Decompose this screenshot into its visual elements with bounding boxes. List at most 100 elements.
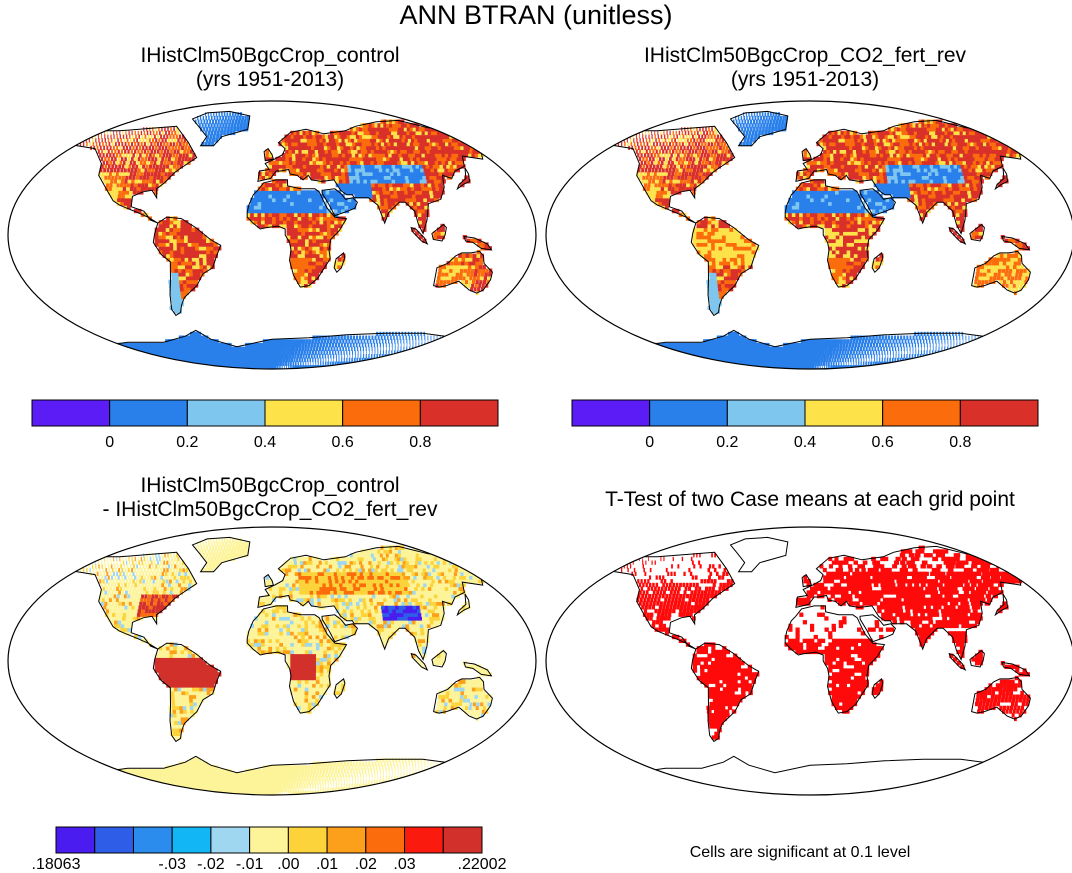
coastline-northAmerica [597,551,736,650]
map-grid-cells [52,538,504,795]
coastline-southAmerica [152,642,222,743]
coastline-britain [263,573,275,588]
coastline-arabia [321,188,358,217]
panel-1-title-line2: (yrs 1951-2013) [195,68,345,91]
colorbar-label: -.03 [158,856,186,873]
colorbar-co2-fert-rev: 0 0.2 0.4 0.6 0.8 [571,399,1039,451]
colorbar-swatch [109,399,188,427]
coastline-arabia [859,614,896,643]
coastline-arabia [321,614,358,643]
figure-title: ANN BTRAN (unitless) [399,0,673,30]
coastline-newGuinea [463,235,493,251]
coastline-newGuinea [463,661,493,677]
colorbar-label: 0.8 [409,434,431,451]
map-frame [7,100,537,370]
colorbar-label: 0 [645,434,654,451]
map-frame [545,100,1072,370]
map-co2-fert-rev [545,100,1072,370]
coastline-britain [801,147,813,162]
coastline-sumatra [948,652,967,671]
colorbar-label: 0.8 [949,434,971,451]
colorbar-label: .22002 [458,856,507,873]
coastline-greenland [729,536,789,573]
colorbar-swatch [132,826,173,854]
colorbar-label: -.01 [236,856,264,873]
colorbar-label: .02 [355,856,377,873]
colorbar-swatch [186,399,266,427]
colorbar-label: 0.6 [332,434,354,451]
colorbar-label: .01 [316,856,338,873]
coastline-borneo [969,649,985,668]
coastline-borneo [431,649,447,668]
colorbar-swatch [326,826,367,854]
coastline-eurasia [795,545,1040,661]
map-grid-cells [590,112,1042,369]
colorbar-swatch [365,826,406,854]
coastline-australia [971,250,1031,294]
map-control [7,100,537,370]
coastline-arabia [859,188,896,217]
coastline-northAmerica [597,125,736,224]
coastline-japan [456,593,471,617]
coastline-africa [246,179,348,288]
colorbar-swatch [249,826,289,854]
colorbar-swatch [210,826,251,854]
map-frame [545,526,1072,796]
panel-2-title: IHistClm50BgcCrop_CO2_fert_rev (yrs 1951… [590,44,1020,92]
coastline-greenland [729,110,789,147]
panel-3-title: IHistClm50BgcCrop_control - IHistClm50Bg… [55,474,485,522]
coastline-britain [263,147,275,162]
map-grid-cells [52,112,504,369]
coastline-japan [994,593,1009,617]
colorbar-swatch [649,399,728,427]
colorbar-swatch [959,399,1039,427]
colorbar-label: .03 [393,856,415,873]
coastline-britain [801,573,813,588]
colorbar-label: .00 [277,856,299,873]
colorbar-swatch [31,399,111,427]
coastline-sumatra [410,226,429,245]
coastline-antarctica [589,755,1022,795]
colorbar-swatch [287,826,328,854]
colorbar-swatch [94,826,134,854]
colorbar-swatch [264,399,344,427]
coastline-japan [456,167,471,191]
colorbar-label: 0 [105,434,114,451]
coastline-madagascar [871,252,884,273]
coastline-greenland [191,536,251,573]
coastline-northAmerica [59,125,198,224]
colorbar-label: 0.2 [716,434,738,451]
panel-1-title: IHistClm50BgcCrop_control (yrs 1951-2013… [55,44,485,92]
coastline-sumatra [410,652,429,671]
colorbar-swatch [419,399,499,427]
coastline-sumatra [948,226,967,245]
coastline-australia [971,676,1031,720]
colorbar-swatch [442,826,483,854]
colorbar-label: 0.6 [872,434,894,451]
panel-3-title-line2: - IHistClm50BgcCrop_CO2_fert_rev [102,498,438,521]
panel-3-title-line1: IHistClm50BgcCrop_control [140,474,400,497]
colorbar-label: 0.2 [176,434,198,451]
coastline-eurasia [795,119,1040,235]
coastline-africa [784,605,886,714]
coastline-southAmerica [152,216,222,317]
colorbar-swatch [882,399,961,427]
coastlines [589,536,1040,795]
map-frame [7,526,537,796]
panel-1-title-line1: IHistClm50BgcCrop_control [140,44,400,67]
coastline-newGuinea [1001,661,1031,677]
panel-4-title-line1: T-Test of two Case means at each grid po… [605,488,1015,511]
colorbar-swatch [804,399,884,427]
significance-note: Cells are significant at 0.1 level [689,844,911,861]
map-t-test [545,526,1072,796]
coastline-northAmerica [59,551,198,650]
coastline-newGuinea [1001,235,1031,251]
coastline-madagascar [333,678,346,699]
coastline-eurasia [257,545,502,661]
coastline-madagascar [871,678,884,699]
coastline-madagascar [333,252,346,273]
map-grid-cells [601,545,1042,740]
coastline-australia [433,676,493,720]
coastline-africa [246,605,348,714]
panel-2-title-line1: IHistClm50BgcCrop_CO2_fert_rev [643,44,967,67]
